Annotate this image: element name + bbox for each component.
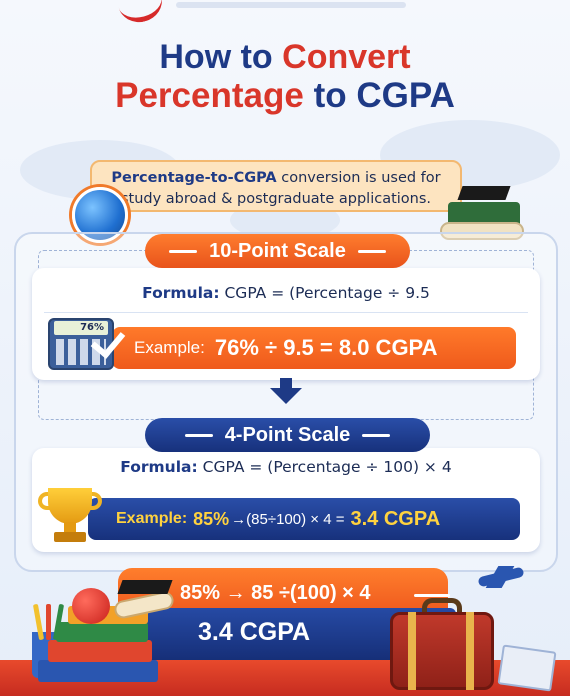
trophy-icon xyxy=(54,532,86,542)
trophy-icon xyxy=(38,492,52,510)
books-icon xyxy=(38,660,158,682)
summary-rule xyxy=(414,594,450,597)
heading-rule xyxy=(184,433,213,437)
graduation-cap-icon xyxy=(117,580,173,594)
suitcase-icon xyxy=(466,612,474,690)
four-point-heading: 4-Point Scale xyxy=(145,418,430,452)
heading-rule xyxy=(357,249,386,253)
down-arrow-icon xyxy=(270,388,302,404)
logo-text-fragment xyxy=(176,2,406,8)
divider xyxy=(44,312,528,313)
ten-point-formula: Formula: CGPA = (Percentage ÷ 9.5 xyxy=(142,284,430,302)
trophy-icon xyxy=(48,488,92,524)
ten-point-heading: 10-Point Scale xyxy=(145,234,410,268)
suitcase-icon xyxy=(408,612,416,690)
suitcase-icon xyxy=(422,598,462,616)
graduation-cap-icon xyxy=(457,186,511,200)
four-point-example: Example: 85% →(85÷100) × 4 = 3.4 CGPA xyxy=(88,498,520,540)
heading-rule xyxy=(169,249,198,253)
page-title-line1: How to Convert xyxy=(159,38,411,76)
summary-result: 3.4 CGPA xyxy=(198,618,311,646)
suitcase-icon xyxy=(390,612,494,690)
logo-icon xyxy=(113,0,167,28)
heading-rule xyxy=(362,433,391,437)
books-icon xyxy=(48,640,152,662)
calculator-display: 76% xyxy=(54,321,108,335)
down-arrow-icon xyxy=(280,378,292,390)
ten-point-example: Example: 76% ÷ 9.5 = 8.0 CGPA xyxy=(112,327,516,369)
diploma-scroll-icon xyxy=(440,222,524,240)
four-point-formula: Formula: CGPA = (Percentage ÷ 100) × 4 xyxy=(120,458,452,476)
intro-banner: Percentage-to-CGPA conversion is used fo… xyxy=(90,160,462,212)
calculator-keys xyxy=(56,339,106,365)
trophy-icon xyxy=(64,522,76,532)
pencil-icon xyxy=(46,604,51,640)
summary-formula: 85% → 85 ÷(100) × 4 xyxy=(180,582,371,604)
books-icon xyxy=(56,622,148,642)
page-title-line2: Percentage to CGPA xyxy=(115,76,455,115)
apple-icon xyxy=(72,588,110,624)
trophy-icon xyxy=(88,492,102,510)
document-icon xyxy=(497,644,557,692)
